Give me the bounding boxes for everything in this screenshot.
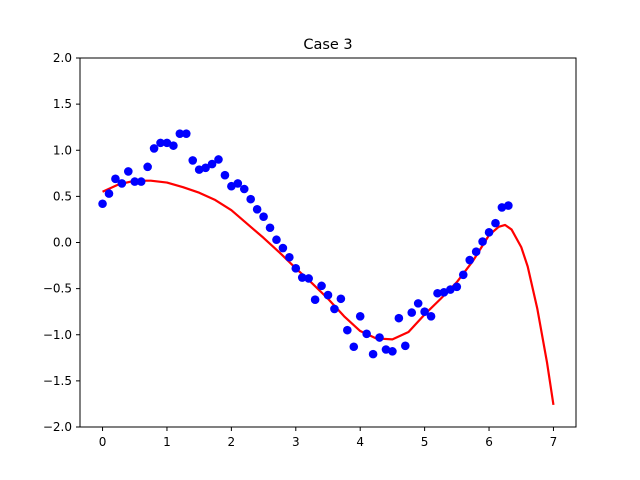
x-tick-label: 6 [485,435,493,449]
data-point [330,304,339,314]
x-tick-label: 1 [163,435,171,449]
data-point [407,308,417,317]
data-point [388,347,397,356]
data-point [478,237,487,246]
y-tick-label: 0.0 [53,236,72,250]
data-point [336,294,346,304]
data-point [355,312,365,321]
data-point [471,247,481,257]
data-point [362,329,371,339]
chart-title: Case 3 [303,37,352,53]
data-point [317,281,326,291]
data-point [446,285,455,294]
data-point [227,181,236,191]
data-point [285,252,294,262]
data-point [104,189,114,198]
data-point [98,199,107,209]
data-point [484,228,494,237]
data-point [420,307,429,316]
data-point [117,179,127,188]
y-axis: −2.0 −1.5 −1.0 −0.5 0.0 0.5 1.0 1.5 2.0 [43,51,80,434]
data-point [439,288,449,297]
data-point [246,194,255,204]
data-point [504,201,513,210]
data-point [194,165,204,174]
data-point [491,218,500,228]
data-point [265,223,275,233]
data-point [136,177,146,186]
data-point [252,204,262,214]
y-tick-label: 2.0 [53,51,72,65]
data-point [220,170,230,180]
data-point [394,313,404,323]
data-point [304,274,313,283]
data-point [111,174,120,184]
data-point [259,212,268,221]
data-points-layer [98,129,513,359]
data-point [465,255,475,265]
y-tick-label: −2.0 [43,420,72,434]
data-point [239,184,249,194]
data-point [497,203,507,212]
data-point [201,163,210,173]
data-point [143,162,152,172]
y-tick-label: 1.5 [53,97,72,111]
data-point [452,282,462,292]
data-point [124,167,133,176]
data-point [381,345,391,354]
x-tick-label: 3 [292,435,300,449]
data-point [426,312,436,321]
data-point [188,156,198,165]
fit-curve-layer [102,179,555,406]
data-point [272,235,281,245]
data-point [181,129,191,138]
data-point [433,288,442,298]
y-tick-label: 0.5 [53,189,72,203]
data-point [375,333,384,342]
data-point [297,273,307,282]
x-tick-label: 2 [228,435,236,449]
data-point [175,129,185,138]
x-tick-label: 7 [550,435,558,449]
data-point [413,299,423,308]
data-point [343,325,352,335]
x-tick-label: 5 [421,435,429,449]
x-tick-label: 4 [356,435,364,449]
data-point [349,342,359,352]
data-point [149,144,159,153]
data-point [401,341,410,351]
plot-frame [79,57,577,428]
x-tick-label: 0 [99,435,107,449]
data-point [291,264,301,273]
fit-curve [102,179,555,406]
data-point [214,155,223,164]
data-point [162,138,172,148]
y-tick-label: −1.0 [43,328,72,342]
y-tick-label: 1.0 [53,143,72,157]
data-point [310,295,320,304]
data-point [458,270,468,280]
y-tick-label: −1.5 [43,374,72,388]
data-point [233,179,243,188]
data-point [278,243,288,253]
data-point [368,349,378,359]
data-point [130,177,140,186]
data-point [169,141,178,150]
x-axis: 0 1 2 3 4 5 6 7 [99,427,558,449]
data-point [323,290,333,300]
data-point [207,159,217,169]
y-tick-label: −0.5 [43,282,72,296]
data-point [156,138,165,148]
